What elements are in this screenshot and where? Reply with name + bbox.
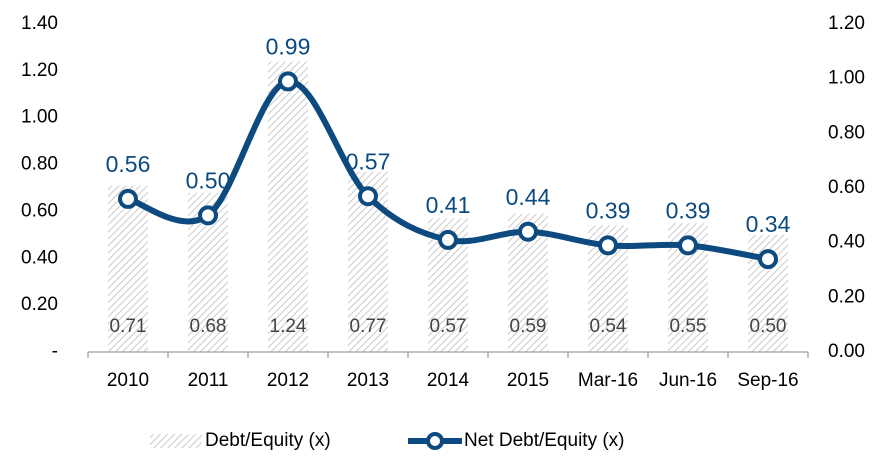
line-marker bbox=[758, 249, 778, 270]
line-marker bbox=[518, 221, 538, 242]
y-tick-label: 0.20 bbox=[21, 294, 58, 315]
x-tick-label: 2010 bbox=[107, 370, 149, 391]
bar bbox=[268, 61, 308, 352]
line-marker bbox=[598, 235, 618, 256]
x-tick-label: 2015 bbox=[507, 370, 549, 391]
line-value-label: 0.41 bbox=[426, 192, 471, 218]
bar-value-label: 0.68 bbox=[190, 316, 227, 337]
x-tick-label: 2014 bbox=[427, 370, 470, 391]
line-value-label: 0.44 bbox=[506, 184, 551, 210]
line-marker bbox=[118, 188, 138, 209]
line-value-label: 0.99 bbox=[266, 33, 311, 59]
x-tick-label: Sep-16 bbox=[737, 370, 798, 391]
line-value-label: 0.39 bbox=[586, 197, 631, 223]
y2-tick-label: 1.20 bbox=[828, 13, 865, 34]
line-marker bbox=[358, 186, 378, 207]
y-tick-label: 0.40 bbox=[21, 247, 58, 268]
x-tick-label: 2012 bbox=[267, 370, 309, 391]
line bbox=[127, 78, 769, 263]
bar-value-label: 0.50 bbox=[750, 316, 787, 337]
y-tick-label: 1.00 bbox=[21, 107, 58, 128]
y2-tick-label: 0.80 bbox=[828, 122, 865, 143]
line-value-label: 0.50 bbox=[186, 167, 231, 193]
line-value-label: 0.57 bbox=[346, 148, 391, 174]
x-tick-label: 2013 bbox=[347, 370, 389, 391]
y-tick-label: - bbox=[52, 341, 58, 362]
bar-value-label: 0.54 bbox=[590, 316, 627, 337]
line-marker bbox=[438, 229, 458, 250]
y2-tick-label: 0.00 bbox=[828, 341, 865, 362]
line-marker bbox=[198, 205, 218, 226]
line-value-label: 0.34 bbox=[746, 211, 791, 237]
y-tick-label: 1.20 bbox=[21, 60, 58, 81]
y2-tick-label: 0.20 bbox=[828, 286, 865, 307]
legend-label: Net Debt/Equity (x) bbox=[464, 430, 625, 451]
bar-value-label: 0.77 bbox=[350, 316, 387, 337]
legend-swatch-marker bbox=[426, 432, 444, 450]
y-tick-label: 0.60 bbox=[21, 200, 58, 221]
line-marker bbox=[278, 71, 298, 92]
y2-tick-label: 1.00 bbox=[828, 68, 865, 89]
x-tick-label: Mar-16 bbox=[578, 370, 638, 391]
legend-label: Debt/Equity (x) bbox=[205, 430, 331, 451]
y-tick-label: 0.80 bbox=[21, 154, 58, 175]
y2-tick-label: 0.40 bbox=[828, 232, 865, 253]
bar-value-label: 0.59 bbox=[510, 316, 547, 337]
line-marker bbox=[678, 235, 698, 256]
bar bbox=[108, 185, 148, 352]
bar-value-label: 0.71 bbox=[110, 316, 147, 337]
line-value-label: 0.39 bbox=[666, 197, 711, 223]
x-tick-label: Jun-16 bbox=[659, 370, 717, 391]
bar-value-label: 0.57 bbox=[430, 316, 467, 337]
legend-swatch bbox=[150, 434, 202, 448]
y-tick-label: 1.40 bbox=[21, 13, 58, 34]
bar-value-label: 1.24 bbox=[270, 316, 307, 337]
bar-value-label: 0.55 bbox=[670, 316, 707, 337]
x-tick-label: 2011 bbox=[188, 370, 229, 391]
line-value-label: 0.56 bbox=[106, 151, 151, 177]
y2-tick-label: 0.60 bbox=[828, 177, 865, 198]
